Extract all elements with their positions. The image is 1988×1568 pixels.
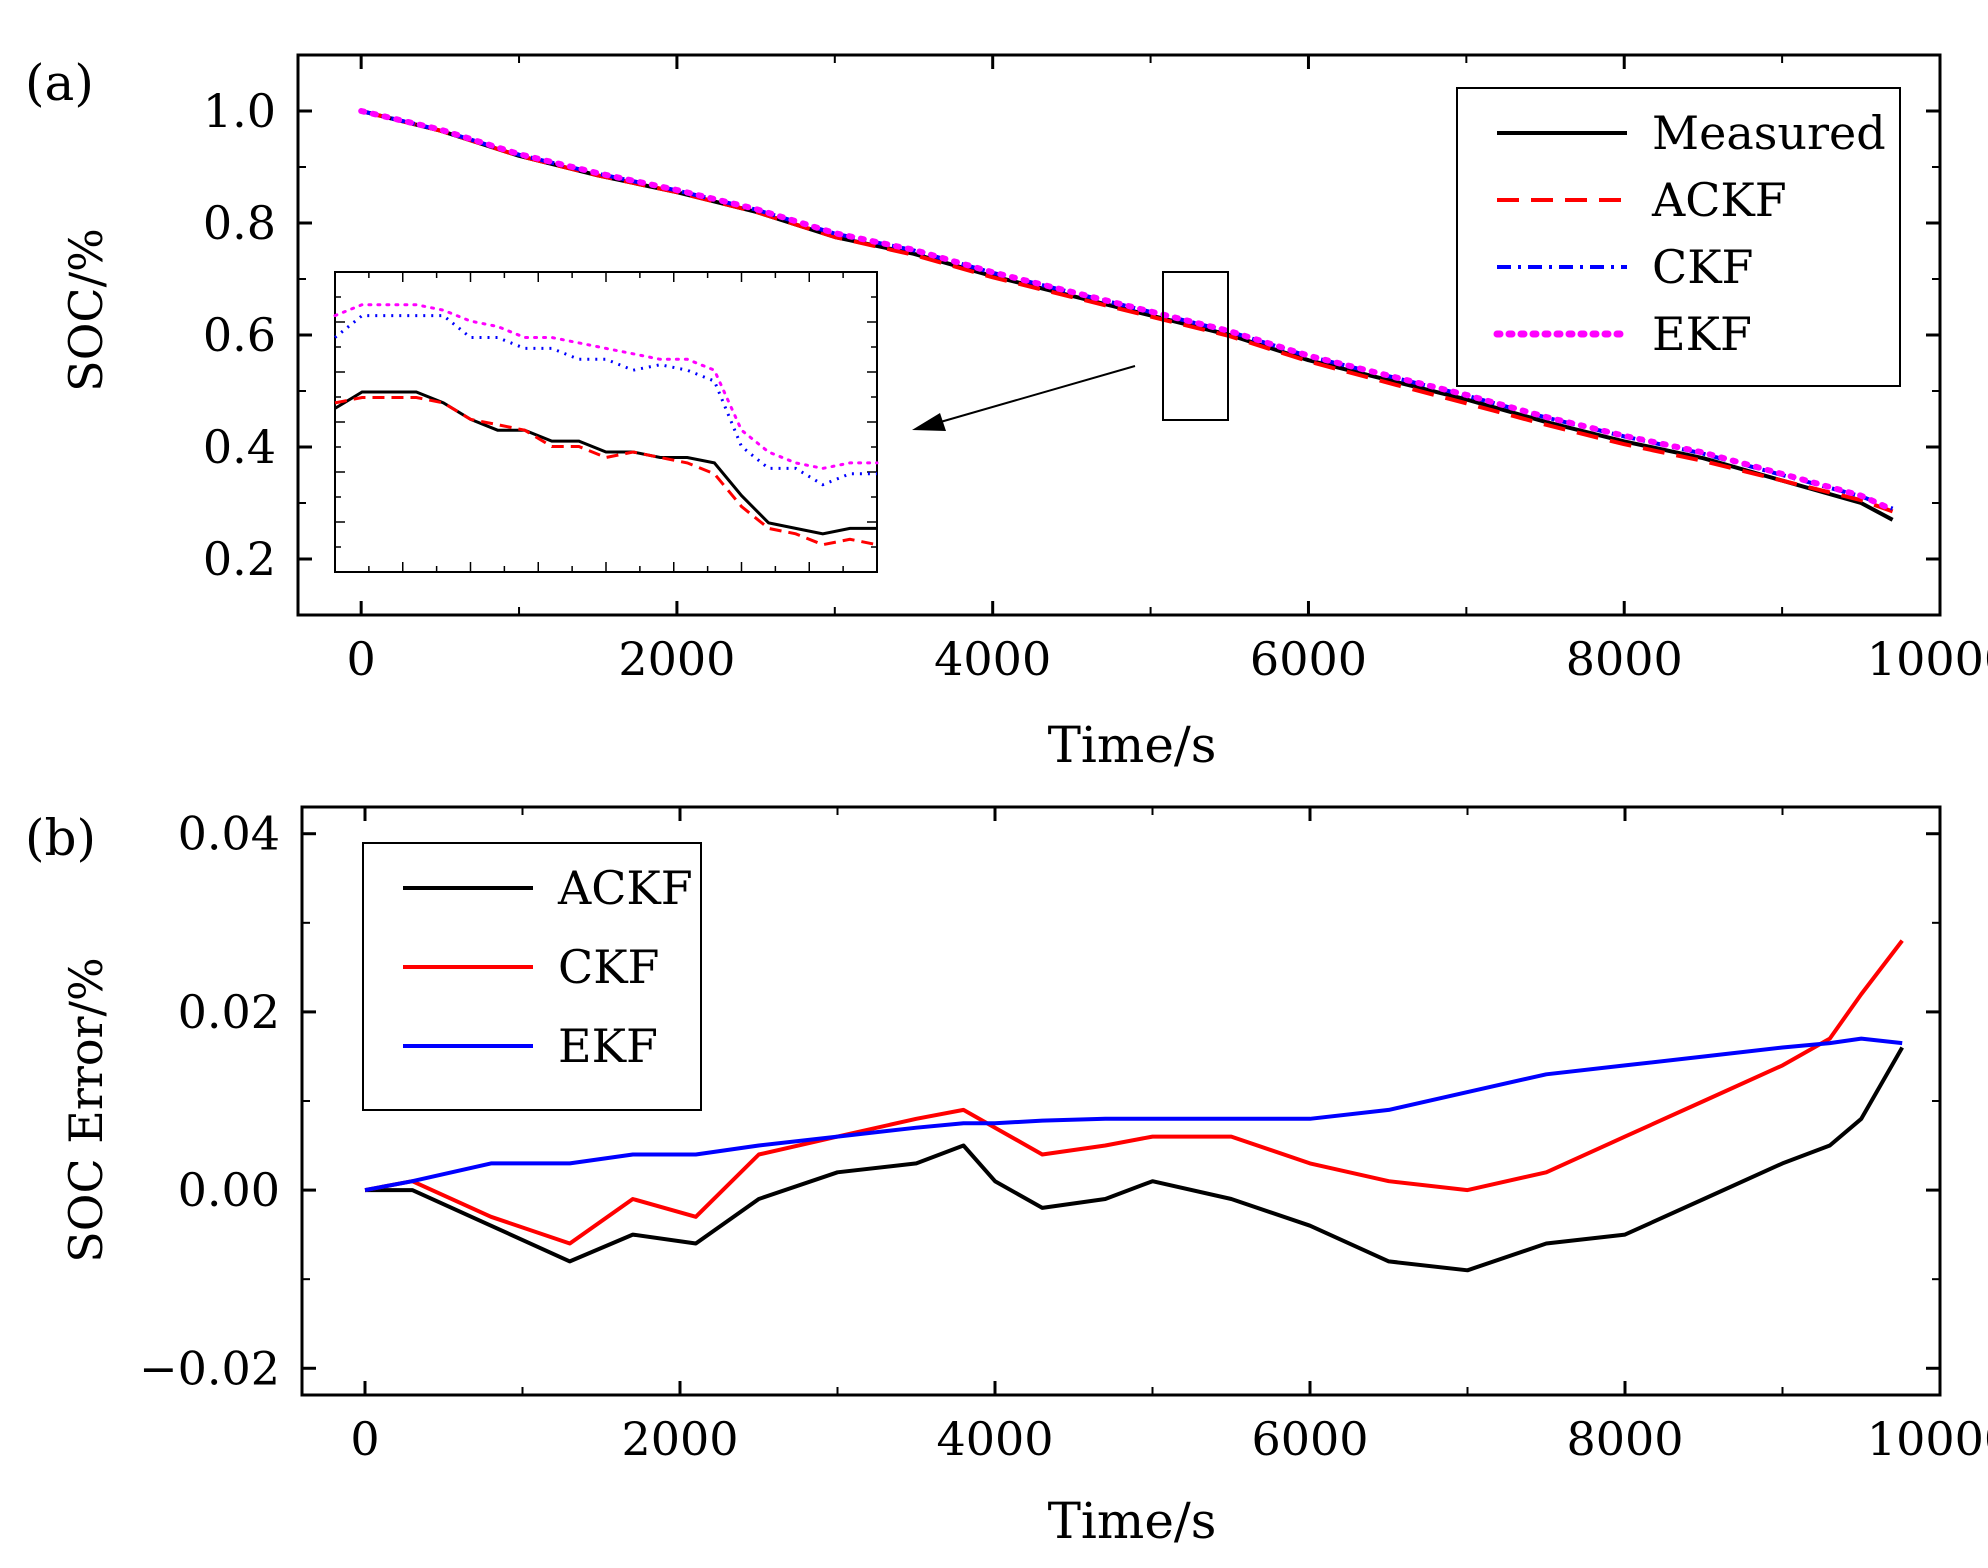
panel-b-legend-label-ackf: ACKF — [557, 861, 693, 915]
panel-b-legend-label-ekf: EKF — [558, 1019, 658, 1073]
panel-a-y-tick-label: 0.4 — [203, 420, 276, 474]
panel-a-legend: Measured ACKF CKF EKF — [1456, 87, 1901, 387]
panel-b-legend: ACKF CKF EKF — [362, 842, 702, 1111]
panel-a-inset-frame — [334, 271, 878, 573]
panel-a-legend-label-ckf: CKF — [1652, 240, 1753, 294]
panel-b-series-ackf-line — [365, 1046, 1904, 1273]
panel-a-inset-series-ckf-line — [334, 314, 877, 487]
panel-a-zoom-arrow-head — [912, 413, 946, 431]
panel-a-x-tick-label: 4000 — [934, 632, 1051, 686]
panel-b-series-ekf-line — [364, 1036, 1903, 1193]
panel-b: (b) SOC Error/% Time/s 0 2000 4000 6000 8000… — [25, 805, 1988, 1550]
panel-a: (a) SOC/% Time/s 02000400060008000100000… — [25, 53, 1988, 774]
panel-b-y-tick-label: 0.02 — [178, 985, 280, 1039]
panel-b-x-axis-label: Time/s — [1048, 1492, 1217, 1550]
panel-a-y-tick-label: 0.2 — [203, 532, 276, 586]
panel-a-y-tick-label: 0.8 — [203, 196, 276, 250]
panel-a-zoom-box — [1162, 271, 1229, 421]
panel-a-x-tick-label: 0 — [347, 632, 376, 686]
panel-a-x-tick-label: 2000 — [618, 632, 735, 686]
panel-b-y-tick-label: 0.04 — [178, 807, 280, 861]
panel-a-inset-series-measured-line — [334, 390, 877, 536]
panel-b-x-tick-label: 2000 — [621, 1412, 738, 1466]
panel-a-legend-label-measured: Measured — [1652, 106, 1886, 160]
panel-a-inset — [333, 271, 879, 573]
panel-a-series-ackf-line — [360, 109, 1894, 514]
panel-a-x-tick-label: 8000 — [1566, 632, 1683, 686]
panel-b-y-axis-label: SOC Error/% — [59, 957, 113, 1263]
panel-a-y-axis-label: SOC/% — [59, 228, 113, 392]
panel-a-series-ekf-line — [358, 108, 1896, 513]
panel-b-x-tick-label: 6000 — [1251, 1412, 1368, 1466]
panel-a-zoom-arrow-line — [929, 365, 1136, 426]
panel-b-series-ckf-line — [364, 939, 1904, 1246]
panel-a-label: (a) — [25, 54, 94, 112]
panel-b-x-tick-label: 8000 — [1566, 1412, 1683, 1466]
panel-a-x-tick-label: 6000 — [1250, 632, 1367, 686]
panel-a-inset-series-ekf-line — [333, 303, 879, 470]
panel-a-legend-label-ekf: EKF — [1652, 307, 1752, 361]
panel-a-x-axis-label: Time/s — [1048, 716, 1217, 774]
panel-b-y-tick-label: −0.02 — [139, 1341, 280, 1395]
panel-b-label: (b) — [25, 809, 96, 867]
panel-b-legend-label-ckf: CKF — [558, 940, 659, 994]
panel-a-y-tick-label: 0.6 — [203, 308, 276, 362]
panel-b-x-tick-label: 4000 — [936, 1412, 1053, 1466]
panel-b-y-tick-label: 0.00 — [178, 1163, 280, 1217]
panel-a-y-tick-label: 1.0 — [203, 84, 276, 138]
panel-a-legend-label-ackf: ACKF — [1651, 173, 1787, 227]
panel-b-x-tick-label: 0 — [350, 1412, 379, 1466]
